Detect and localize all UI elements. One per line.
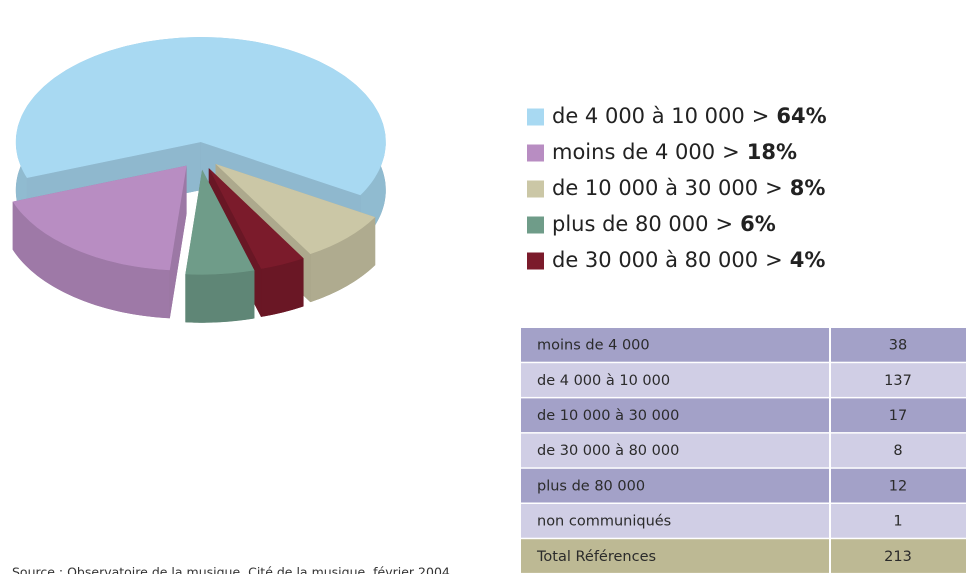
table-cell xyxy=(831,363,966,397)
slice-side xyxy=(12,201,170,319)
legend-separator: > xyxy=(752,104,770,128)
legend-value: 18% xyxy=(747,140,797,164)
slice xyxy=(15,37,386,196)
legend-value: 8% xyxy=(790,176,826,200)
legend-label: de 30 000 à 80 000 >4% xyxy=(552,248,825,272)
table-value: 8 xyxy=(893,443,902,459)
table-cell xyxy=(521,328,829,362)
table-cell xyxy=(521,363,829,397)
table-cell xyxy=(521,398,829,433)
table-label: de 4 000 à 10 000 xyxy=(537,373,670,389)
legend-separator: > xyxy=(716,212,734,236)
legend-separator: > xyxy=(722,140,740,164)
slice xyxy=(208,168,304,269)
table-value: 17 xyxy=(889,408,907,424)
table-label: de 10 000 à 30 000 xyxy=(537,408,679,424)
table-cell xyxy=(831,433,966,468)
legend-swatch xyxy=(527,252,544,270)
legend-swatch xyxy=(527,144,544,162)
table-label: de 30 000 à 80 000 xyxy=(537,443,679,459)
legend-value: 64% xyxy=(776,104,826,128)
table-cell xyxy=(521,433,829,468)
slice-side xyxy=(261,258,304,317)
pie xyxy=(12,37,386,323)
legend-category: de 10 000 à 30 000 xyxy=(552,176,758,200)
table-cell xyxy=(521,504,829,538)
table-cell xyxy=(831,398,966,433)
legend-swatch xyxy=(527,216,544,234)
table-value: 12 xyxy=(889,478,907,494)
slice-side xyxy=(310,217,376,303)
legend-separator: > xyxy=(765,248,783,272)
legend-label: de 10 000 à 30 000 >8% xyxy=(552,176,825,200)
legend-category: plus de 80 000 xyxy=(552,212,709,236)
table-label: plus de 80 000 xyxy=(537,478,645,494)
legend-swatch xyxy=(527,180,544,198)
table-cell xyxy=(831,468,966,503)
legend-value: 6% xyxy=(740,212,776,236)
legend-category: moins de 4 000 xyxy=(552,140,715,164)
legend-category: de 30 000 à 80 000 xyxy=(552,248,758,272)
slice-side xyxy=(185,270,255,323)
table-value: 213 xyxy=(884,549,912,565)
table-value: 137 xyxy=(884,373,912,389)
table-value: 1 xyxy=(893,514,902,530)
legend-value: 4% xyxy=(790,248,826,272)
table-cell xyxy=(831,504,966,538)
slice xyxy=(12,165,187,271)
table-cell xyxy=(521,539,829,573)
table-label: moins de 4 000 xyxy=(537,338,650,354)
legend-label: de 4 000 à 10 000 >64% xyxy=(552,104,827,128)
legend-separator: > xyxy=(765,176,783,200)
table-cell xyxy=(831,539,966,573)
table-label: non communiqués xyxy=(537,514,671,530)
legend-category: de 4 000 à 10 000 xyxy=(552,104,745,128)
slice xyxy=(215,163,376,255)
table-value: 38 xyxy=(889,338,907,354)
source: Source : Observatoire de la musique, Cit… xyxy=(12,565,450,574)
table-cell xyxy=(831,328,966,362)
legend-label: moins de 4 000 >18% xyxy=(552,140,797,164)
table-label: Total Références xyxy=(536,549,656,565)
slice xyxy=(185,169,255,275)
legend-label: plus de 80 000 >6% xyxy=(552,212,776,236)
legend-swatch xyxy=(527,108,544,126)
table-cell xyxy=(521,468,829,503)
